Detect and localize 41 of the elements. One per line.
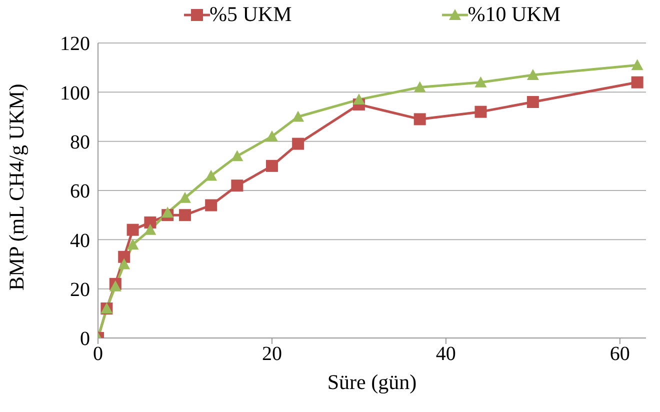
point	[414, 81, 426, 92]
point	[231, 180, 244, 192]
point	[631, 76, 644, 88]
point	[162, 206, 174, 218]
point	[178, 192, 191, 203]
y-tick-label: 120	[60, 33, 90, 56]
point	[526, 96, 539, 108]
x-tick-label: 60	[610, 343, 630, 366]
point	[144, 216, 156, 228]
point	[118, 250, 130, 263]
point	[292, 138, 304, 150]
point	[144, 224, 156, 235]
legend-label: %5 UKM	[208, 2, 292, 27]
point	[266, 160, 278, 172]
y-axis-title: BMP (mL CH4/g UKM)	[4, 84, 28, 290]
point	[266, 130, 278, 142]
point	[474, 106, 487, 118]
y-tick-label: 60	[70, 180, 90, 203]
point	[631, 59, 644, 70]
x-tick-label: 20	[262, 343, 282, 366]
x-axis-title: Süre (gün)	[327, 370, 417, 394]
point	[205, 199, 218, 212]
point	[126, 224, 139, 236]
legend-label: %10 UKM	[466, 2, 560, 27]
point	[474, 76, 487, 88]
point	[109, 280, 122, 292]
point	[205, 170, 218, 181]
y-tick-label: 80	[70, 131, 90, 154]
y-tick-label: 0	[80, 328, 90, 350]
point	[126, 238, 139, 250]
point	[178, 209, 191, 222]
point	[414, 113, 426, 126]
y-tick-label: 20	[70, 278, 90, 301]
point	[526, 68, 539, 80]
y-tick-label: 40	[70, 230, 90, 252]
point	[231, 150, 244, 162]
point	[292, 110, 304, 122]
y-tick-label: 100	[60, 82, 90, 104]
point	[118, 258, 130, 270]
x-tick-label: 40	[436, 343, 456, 366]
point	[352, 94, 365, 105]
